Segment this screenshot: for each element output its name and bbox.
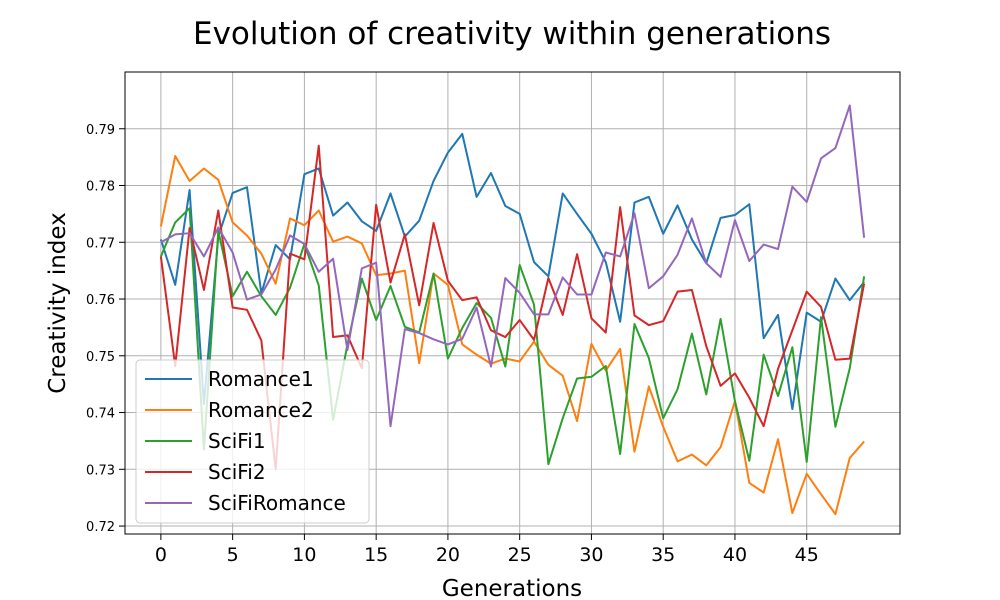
- x-tick-label: 35: [651, 544, 675, 566]
- x-axis-ticks: 0 5 10 15 20 25 30 35 40 45: [155, 534, 819, 566]
- x-tick-label: 25: [508, 544, 532, 566]
- y-tick-label: 0.73: [86, 463, 115, 478]
- x-tick-label: 45: [795, 544, 819, 566]
- plot-area: [124, 71, 901, 535]
- legend-label: SciFiRomance: [208, 491, 346, 515]
- y-tick-label: 0.75: [86, 350, 115, 365]
- x-tick-label: 15: [364, 544, 388, 566]
- x-axis-label: Generations: [442, 576, 582, 600]
- y-tick-label: 0.72: [86, 520, 115, 535]
- x-tick-label: 5: [227, 544, 239, 566]
- chart-title: Evolution of creativity within generatio…: [193, 16, 831, 52]
- x-tick-label: 30: [579, 544, 603, 566]
- legend-label: SciFi2: [208, 460, 266, 484]
- series-line-romance2: [159, 155, 865, 516]
- x-tick-label: 20: [436, 544, 460, 566]
- legend-box: [135, 359, 370, 524]
- y-tick-label: 0.76: [86, 293, 115, 308]
- y-tick-label: 0.77: [86, 236, 115, 251]
- x-tick-label: 10: [292, 544, 316, 566]
- series-line-romance1: [159, 132, 865, 411]
- y-tick-label: 0.74: [86, 407, 115, 422]
- legend-label: SciFi1: [208, 429, 266, 453]
- legend-label: Romance2: [208, 398, 314, 422]
- y-tick-label: 0.79: [86, 123, 115, 138]
- series-line-scifi1: [159, 207, 866, 466]
- y-tick-label: 0.78: [86, 180, 115, 195]
- y-axis-label: Creativity index: [45, 212, 71, 394]
- legend: Romance1 Romance2 SciFi1 SciFi2 SciFiRomance: [135, 359, 370, 524]
- series-line-scifiromance: [160, 104, 866, 428]
- y-axis-ticks: 0.72 0.73 0.74 0.75 0.76 0.77 0.78 0.79: [86, 123, 125, 535]
- x-tick-label: 0: [155, 544, 167, 566]
- legend-label: Romance1: [208, 367, 314, 391]
- x-tick-label: 40: [723, 544, 747, 566]
